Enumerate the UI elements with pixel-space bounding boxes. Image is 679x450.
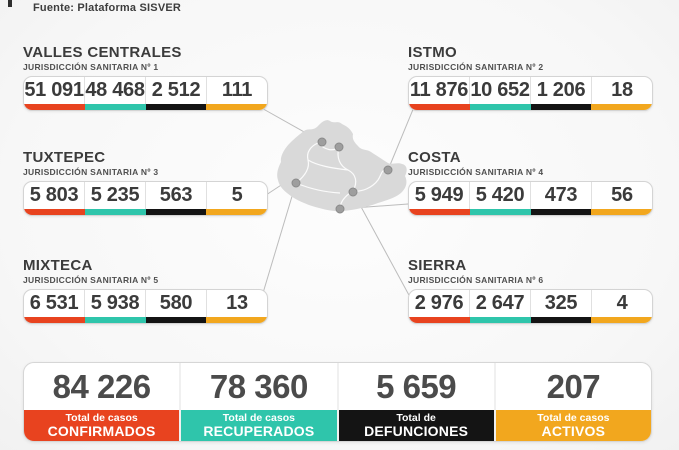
total-confirmed: 84 226 Total de casos CONFIRMADOS [24,363,180,441]
confirmed-count: 51 091 [24,79,84,101]
connector-mixteca [262,182,297,294]
category-color-strip [24,104,267,110]
label-line2: RECUPERADOS [203,423,315,439]
deaths-count: 1 206 [530,77,591,104]
jurisdiction-subtitle: JURISDICCIÓN SANITARIA Nº 4 [408,167,544,177]
jurisdiction-mixteca: MIXTECA JURISDICCIÓN SANITARIA Nº 5 6 53… [23,258,268,324]
deaths-count: 580 [145,290,206,317]
stats-card: 2 976 2 647 325 4 [408,289,653,324]
jurisdiction-istmo: ISTMO JURISDICCIÓN SANITARIA Nº 2 11 876… [408,45,653,111]
category-color-strip [409,209,652,215]
total-confirmed-value: 84 226 [52,367,151,405]
label-line1: Total de [396,412,436,424]
jurisdiction-subtitle: JURISDICCIÓN SANITARIA Nº 3 [23,167,159,177]
recovered-count: 5 420 [469,182,530,209]
category-color-strip [24,317,267,323]
jurisdiction-title: COSTA [408,149,461,166]
active-count: 18 [591,77,652,104]
confirmed-count: 2 976 [414,292,464,314]
label-line2: CONFIRMADOS [47,423,156,439]
total-recovered-label: Total de casos RECUPERADOS [181,410,337,441]
deaths-count: 325 [530,290,591,317]
label-line1: Total de casos [222,412,295,424]
jurisdiction-title: ISTMO [408,44,457,61]
total-deaths-value: 5 659 [376,367,457,405]
category-color-strip [409,317,652,323]
stats-card: 6 531 5 938 580 13 [23,289,268,324]
connector-sierra [352,191,411,298]
jurisdiction-subtitle: JURISDICCIÓN SANITARIA Nº 1 [23,62,159,72]
jurisdiction-valles-centrales: VALLES CENTRALES JURISDICCIÓN SANITARIA … [23,45,268,111]
total-deaths-label: Total de DEFUNCIONES [338,410,494,441]
deaths-count: 473 [530,182,591,209]
jurisdiction-subtitle: JURISDICCIÓN SANITARIA Nº 5 [23,275,159,285]
recovered-count: 10 652 [469,77,530,104]
stats-card: 11 876 10 652 1 206 18 [408,76,653,111]
deaths-count: 563 [145,182,206,209]
dot-costa [335,204,345,214]
dot-istmo [383,165,393,175]
jurisdiction-tuxtepec: TUXTEPEC JURISDICCIÓN SANITARIA Nº 3 5 8… [23,150,268,216]
label-line1: Total de casos [537,412,610,424]
recovered-count: 5 235 [84,182,145,209]
jurisdiction-subtitle: JURISDICCIÓN SANITARIA Nº 2 [408,62,544,72]
jurisdiction-costa: COSTA JURISDICCIÓN SANITARIA Nº 4 5 949 … [408,150,653,216]
jurisdiction-subtitle: JURISDICCIÓN SANITARIA Nº 6 [408,275,544,285]
active-count: 111 [206,77,267,104]
total-active-value: 207 [546,367,601,405]
jurisdiction-dots [291,137,393,214]
label-line1: Total de casos [65,412,138,424]
total-active-label: Total de casos ACTIVOS [495,410,651,441]
total-deaths: 5 659 Total de DEFUNCIONES [336,363,494,441]
label-line2: DEFUNCIONES [364,423,469,439]
label-line2: ACTIVOS [541,423,606,439]
recovered-count: 2 647 [469,290,530,317]
total-active: 207 Total de casos ACTIVOS [493,363,651,441]
stats-card: 51 091 48 468 2 512 111 [23,76,268,111]
jurisdiction-title: TUXTEPEC [23,149,106,166]
stats-card: 5 803 5 235 563 5 [23,181,268,216]
category-color-strip [24,209,267,215]
dot-mixteca [291,178,301,188]
confirmed-count: 5 949 [414,184,464,206]
totals-bar: 84 226 Total de casos CONFIRMADOS 78 360… [23,362,652,442]
jurisdiction-title: SIERRA [408,257,467,274]
dot-valles-centrales [317,137,327,147]
jurisdiction-title: VALLES CENTRALES [23,44,182,61]
dot-sierra [348,187,358,197]
jurisdiction-sierra: SIERRA JURISDICCIÓN SANITARIA Nº 6 2 976… [408,258,653,324]
confirmed-count: 11 876 [409,79,469,101]
header-date: Fecha: 03/02/2022 [33,0,127,2]
recovered-count: 5 938 [84,290,145,317]
category-color-strip [409,104,652,110]
total-recovered: 78 360 Total de casos RECUPERADOS [179,363,337,441]
dot-tuxtepec [334,142,344,152]
confirmed-count: 6 531 [29,292,79,314]
active-count: 4 [591,290,652,317]
connector-istmo [387,106,415,171]
active-count: 5 [206,182,267,209]
active-count: 56 [591,182,652,209]
header-source: Fuente: Plataforma SISVER [33,2,182,14]
jurisdiction-title: MIXTECA [23,257,93,274]
recovered-count: 48 468 [84,77,145,104]
stats-card: 5 949 5 420 473 56 [408,181,653,216]
total-recovered-value: 78 360 [209,367,308,405]
deaths-count: 2 512 [145,77,206,104]
active-count: 13 [206,290,267,317]
header-logo-fragment [8,0,12,7]
total-confirmed-label: Total de casos CONFIRMADOS [24,410,180,441]
confirmed-count: 5 803 [29,184,79,206]
